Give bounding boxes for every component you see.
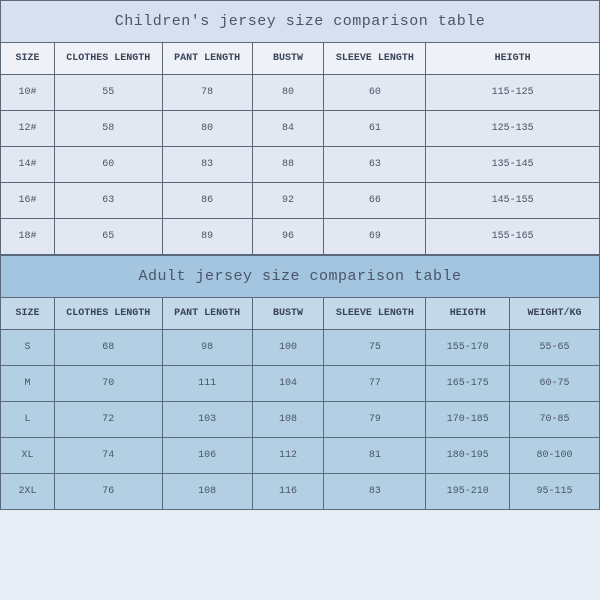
col-size: SIZE	[1, 298, 55, 330]
cell-size: 12#	[1, 111, 55, 147]
cell-value: 155-170	[426, 330, 510, 366]
cell-value: 165-175	[426, 366, 510, 402]
table-row: 14# 60 83 88 63 135-145	[1, 147, 600, 183]
cell-value: 89	[162, 219, 252, 255]
cell-value: 111	[162, 366, 252, 402]
cell-value: 106	[162, 438, 252, 474]
children-title: Children's jersey size comparison table	[1, 1, 600, 43]
cell-value: 145-155	[426, 183, 600, 219]
cell-value: 77	[324, 366, 426, 402]
cell-size: L	[1, 402, 55, 438]
cell-value: 80	[252, 75, 324, 111]
adult-header-row: SIZE CLOTHES LENGTH PANT LENGTH BUSTW SL…	[1, 298, 600, 330]
table-row: M 70 111 104 77 165-175 60-75	[1, 366, 600, 402]
cell-size: 2XL	[1, 474, 55, 510]
cell-value: 83	[324, 474, 426, 510]
cell-value: 65	[54, 219, 162, 255]
cell-value: 75	[324, 330, 426, 366]
cell-value: 80-100	[510, 438, 600, 474]
cell-value: 155-165	[426, 219, 600, 255]
cell-value: 78	[162, 75, 252, 111]
cell-value: 125-135	[426, 111, 600, 147]
cell-value: 98	[162, 330, 252, 366]
cell-value: 70-85	[510, 402, 600, 438]
col-clothes-length: CLOTHES LENGTH	[54, 298, 162, 330]
cell-value: 76	[54, 474, 162, 510]
col-bust: BUSTW	[252, 43, 324, 75]
table-row: L 72 103 108 79 170-185 70-85	[1, 402, 600, 438]
col-pant-length: PANT LENGTH	[162, 43, 252, 75]
table-row: S 68 98 100 75 155-170 55-65	[1, 330, 600, 366]
cell-size: 10#	[1, 75, 55, 111]
col-sleeve-length: SLEEVE LENGTH	[324, 43, 426, 75]
cell-size: XL	[1, 438, 55, 474]
cell-value: 95-115	[510, 474, 600, 510]
cell-size: M	[1, 366, 55, 402]
cell-value: 60	[54, 147, 162, 183]
cell-value: 170-185	[426, 402, 510, 438]
cell-size: S	[1, 330, 55, 366]
table-row: 16# 63 86 92 66 145-155	[1, 183, 600, 219]
col-weight: WEIGHT/KG	[510, 298, 600, 330]
children-header-row: SIZE CLOTHES LENGTH PANT LENGTH BUSTW SL…	[1, 43, 600, 75]
cell-value: 74	[54, 438, 162, 474]
cell-value: 80	[162, 111, 252, 147]
cell-value: 60-75	[510, 366, 600, 402]
cell-value: 112	[252, 438, 324, 474]
table-row: 10# 55 78 80 60 115-125	[1, 75, 600, 111]
cell-size: 14#	[1, 147, 55, 183]
cell-value: 96	[252, 219, 324, 255]
cell-value: 108	[162, 474, 252, 510]
cell-value: 61	[324, 111, 426, 147]
cell-value: 92	[252, 183, 324, 219]
cell-value: 88	[252, 147, 324, 183]
adult-title: Adult jersey size comparison table	[1, 256, 600, 298]
cell-value: 72	[54, 402, 162, 438]
adult-title-row: Adult jersey size comparison table	[1, 256, 600, 298]
cell-value: 195-210	[426, 474, 510, 510]
children-size-table: Children's jersey size comparison table …	[0, 0, 600, 255]
cell-value: 108	[252, 402, 324, 438]
cell-value: 103	[162, 402, 252, 438]
cell-value: 58	[54, 111, 162, 147]
cell-value: 104	[252, 366, 324, 402]
cell-value: 66	[324, 183, 426, 219]
cell-value: 86	[162, 183, 252, 219]
col-sleeve-length: SLEEVE LENGTH	[324, 298, 426, 330]
children-title-row: Children's jersey size comparison table	[1, 1, 600, 43]
col-pant-length: PANT LENGTH	[162, 298, 252, 330]
cell-value: 81	[324, 438, 426, 474]
cell-value: 55	[54, 75, 162, 111]
cell-value: 116	[252, 474, 324, 510]
col-size: SIZE	[1, 43, 55, 75]
adult-size-table: Adult jersey size comparison table SIZE …	[0, 255, 600, 510]
table-row: XL 74 106 112 81 180-195 80-100	[1, 438, 600, 474]
cell-value: 135-145	[426, 147, 600, 183]
cell-value: 83	[162, 147, 252, 183]
cell-size: 16#	[1, 183, 55, 219]
table-row: 12# 58 80 84 61 125-135	[1, 111, 600, 147]
col-bust: BUSTW	[252, 298, 324, 330]
cell-value: 60	[324, 75, 426, 111]
cell-value: 63	[54, 183, 162, 219]
cell-value: 55-65	[510, 330, 600, 366]
col-clothes-length: CLOTHES LENGTH	[54, 43, 162, 75]
cell-value: 70	[54, 366, 162, 402]
cell-value: 84	[252, 111, 324, 147]
cell-value: 100	[252, 330, 324, 366]
cell-value: 63	[324, 147, 426, 183]
table-row: 2XL 76 108 116 83 195-210 95-115	[1, 474, 600, 510]
cell-value: 68	[54, 330, 162, 366]
cell-value: 180-195	[426, 438, 510, 474]
cell-value: 115-125	[426, 75, 600, 111]
cell-size: 18#	[1, 219, 55, 255]
col-height: HEIGTH	[426, 298, 510, 330]
cell-value: 69	[324, 219, 426, 255]
col-height: HEIGTH	[426, 43, 600, 75]
cell-value: 79	[324, 402, 426, 438]
table-row: 18# 65 89 96 69 155-165	[1, 219, 600, 255]
